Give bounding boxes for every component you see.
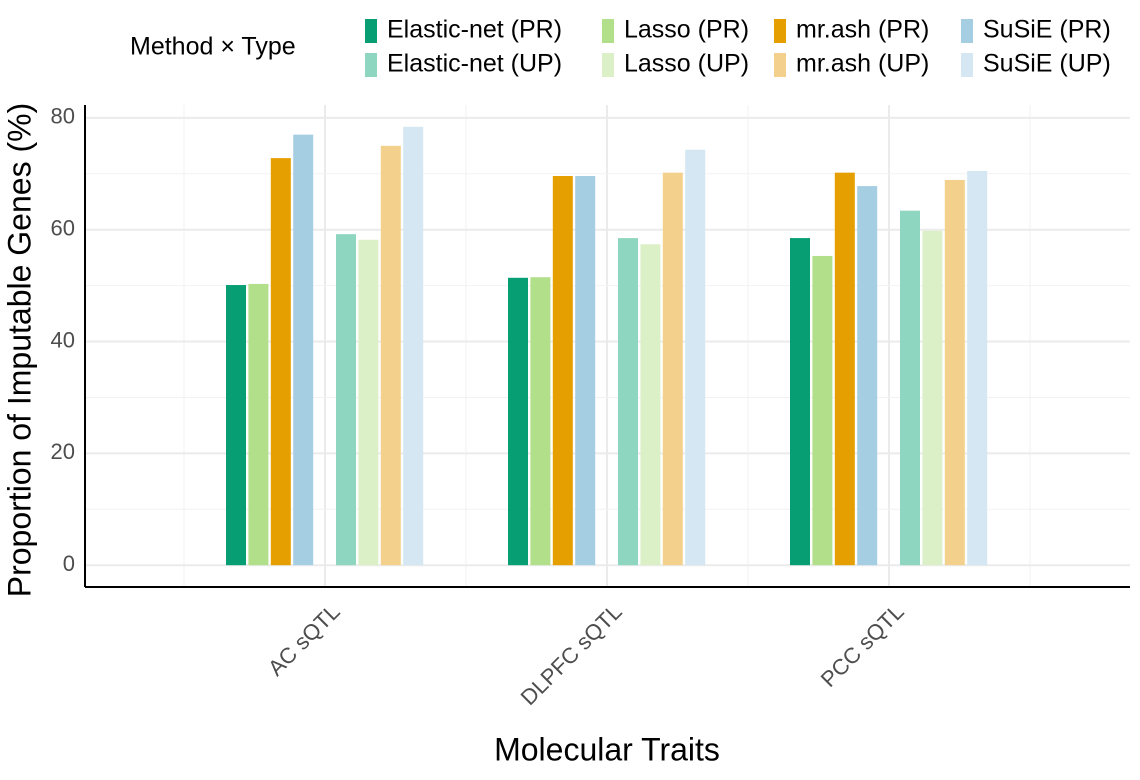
bar bbox=[662, 172, 683, 566]
x-tick-label: PCC sQTL bbox=[816, 599, 909, 692]
bar bbox=[790, 238, 810, 566]
legend-swatch bbox=[961, 53, 973, 77]
legend-label: Elastic-net (UP) bbox=[387, 50, 562, 78]
bar bbox=[967, 170, 988, 566]
legend-swatch bbox=[961, 19, 973, 43]
legend-swatch bbox=[774, 53, 786, 77]
x-tick-label: DLPFC sQTL bbox=[516, 599, 627, 710]
legend-label: Elastic-net (PR) bbox=[387, 16, 562, 44]
bar bbox=[358, 239, 379, 566]
bar bbox=[530, 277, 551, 566]
legend-swatch bbox=[774, 19, 786, 43]
bar bbox=[293, 134, 314, 566]
bar bbox=[575, 176, 596, 566]
bar bbox=[618, 238, 638, 566]
x-tick-label: AC sQTL bbox=[263, 599, 345, 681]
bar bbox=[336, 234, 356, 566]
bar bbox=[248, 283, 269, 566]
legend-swatch bbox=[602, 53, 614, 77]
bar bbox=[380, 145, 401, 566]
bar bbox=[834, 172, 855, 566]
y-tick-label: 60 bbox=[51, 216, 75, 241]
bar bbox=[922, 230, 943, 566]
legend-label: SuSiE (UP) bbox=[983, 50, 1111, 78]
bar bbox=[685, 149, 706, 566]
y-tick-label: 20 bbox=[51, 439, 75, 464]
legend-swatch bbox=[602, 19, 614, 43]
bar bbox=[403, 126, 424, 566]
y-tick-label: 0 bbox=[63, 551, 75, 576]
legend-label: mr.ash (UP) bbox=[796, 50, 929, 78]
y-tick-label: 80 bbox=[51, 104, 75, 129]
bar bbox=[857, 186, 878, 566]
bar bbox=[812, 255, 833, 566]
bar bbox=[552, 176, 573, 566]
legend-swatch bbox=[365, 19, 377, 43]
legend-label: Lasso (UP) bbox=[624, 50, 749, 78]
legend-label: SuSiE (PR) bbox=[983, 16, 1111, 44]
legend-label: mr.ash (PR) bbox=[796, 16, 929, 44]
bar bbox=[900, 210, 920, 566]
bar bbox=[640, 244, 661, 566]
bar bbox=[944, 179, 965, 566]
bar bbox=[226, 285, 246, 566]
x-axis-title: Molecular Traits bbox=[494, 731, 720, 767]
legend-label: Lasso (PR) bbox=[624, 16, 749, 44]
bar bbox=[508, 277, 528, 566]
y-tick-label: 40 bbox=[51, 327, 75, 352]
bar bbox=[270, 158, 291, 566]
y-axis-title: Proportion of Imputable Genes (%) bbox=[1, 103, 37, 597]
legend-title: Method × Type bbox=[130, 33, 296, 61]
legend-swatch bbox=[365, 53, 377, 77]
